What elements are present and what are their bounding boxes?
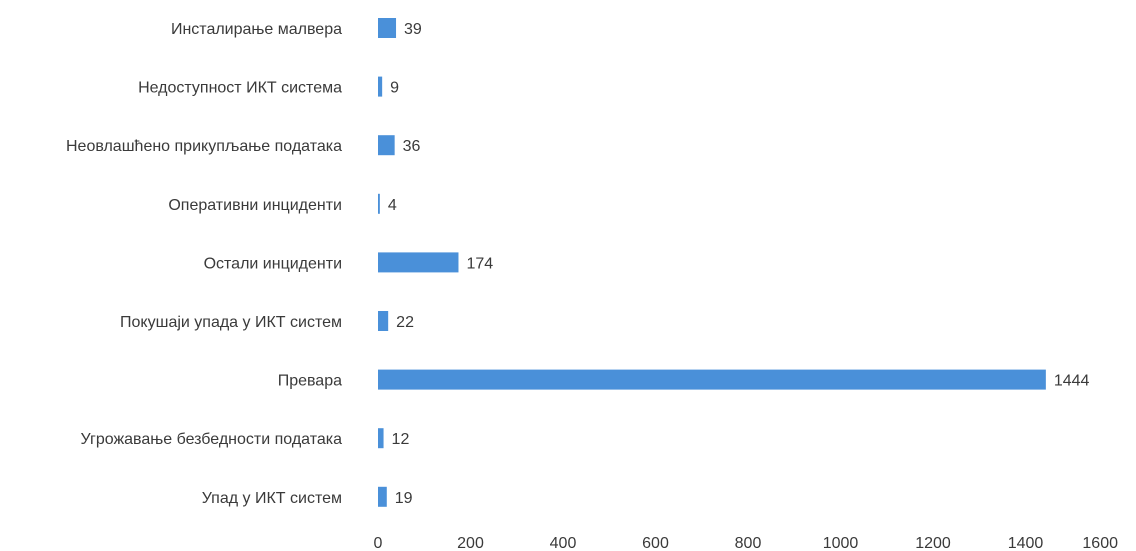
bar: [378, 193, 380, 214]
x-tick-label: 200: [457, 535, 484, 551]
category-labels: Инсталирање малвера Недоступност ИКТ сист…: [66, 21, 342, 507]
value-label: 4: [388, 197, 397, 214]
category-label: Покушаји упада у ИКТ систем: [120, 314, 342, 331]
category-label: Угрожавање безбедности података: [81, 431, 343, 448]
value-label: 19: [395, 490, 413, 507]
value-labels: 39 9 36 4 174 22 1444 12 19: [388, 21, 1090, 507]
x-axis-ticks: 0 200 400 600 800 1000 1200 1400 1600: [374, 535, 1119, 551]
x-tick-label: 800: [735, 535, 762, 551]
bar: [378, 252, 459, 273]
value-label: 12: [392, 431, 410, 448]
bars: [378, 18, 1046, 507]
category-label: Недоступност ИКТ система: [138, 80, 342, 97]
value-label: 1444: [1054, 373, 1090, 390]
category-label: Неовлашћено прикупљање података: [66, 138, 342, 155]
bar: [378, 369, 1046, 390]
category-label: Инсталирање малвера: [171, 21, 342, 38]
category-label: Оперативни инциденти: [168, 197, 342, 214]
x-tick-label: 1200: [915, 535, 951, 551]
value-label: 36: [403, 138, 421, 155]
category-label: Упад у ИКТ систем: [202, 490, 342, 507]
x-tick-label: 600: [642, 535, 669, 551]
x-tick-label: 1400: [1008, 535, 1044, 551]
bar: [378, 311, 389, 331]
x-tick-label: 1600: [1082, 535, 1118, 551]
bar: [378, 76, 383, 97]
x-tick-label: 1000: [823, 535, 859, 551]
value-label: 22: [396, 314, 414, 331]
value-label: 9: [390, 80, 399, 97]
value-label: 39: [404, 21, 422, 38]
bar: [378, 135, 395, 156]
bar: [378, 428, 384, 449]
bar: [378, 486, 387, 507]
bar: [378, 18, 397, 38]
category-label: Остали инциденти: [204, 255, 342, 272]
category-label: Превара: [278, 373, 342, 390]
value-label: 174: [466, 255, 493, 272]
x-tick-label: 0: [374, 535, 383, 551]
x-tick-label: 400: [550, 535, 577, 551]
